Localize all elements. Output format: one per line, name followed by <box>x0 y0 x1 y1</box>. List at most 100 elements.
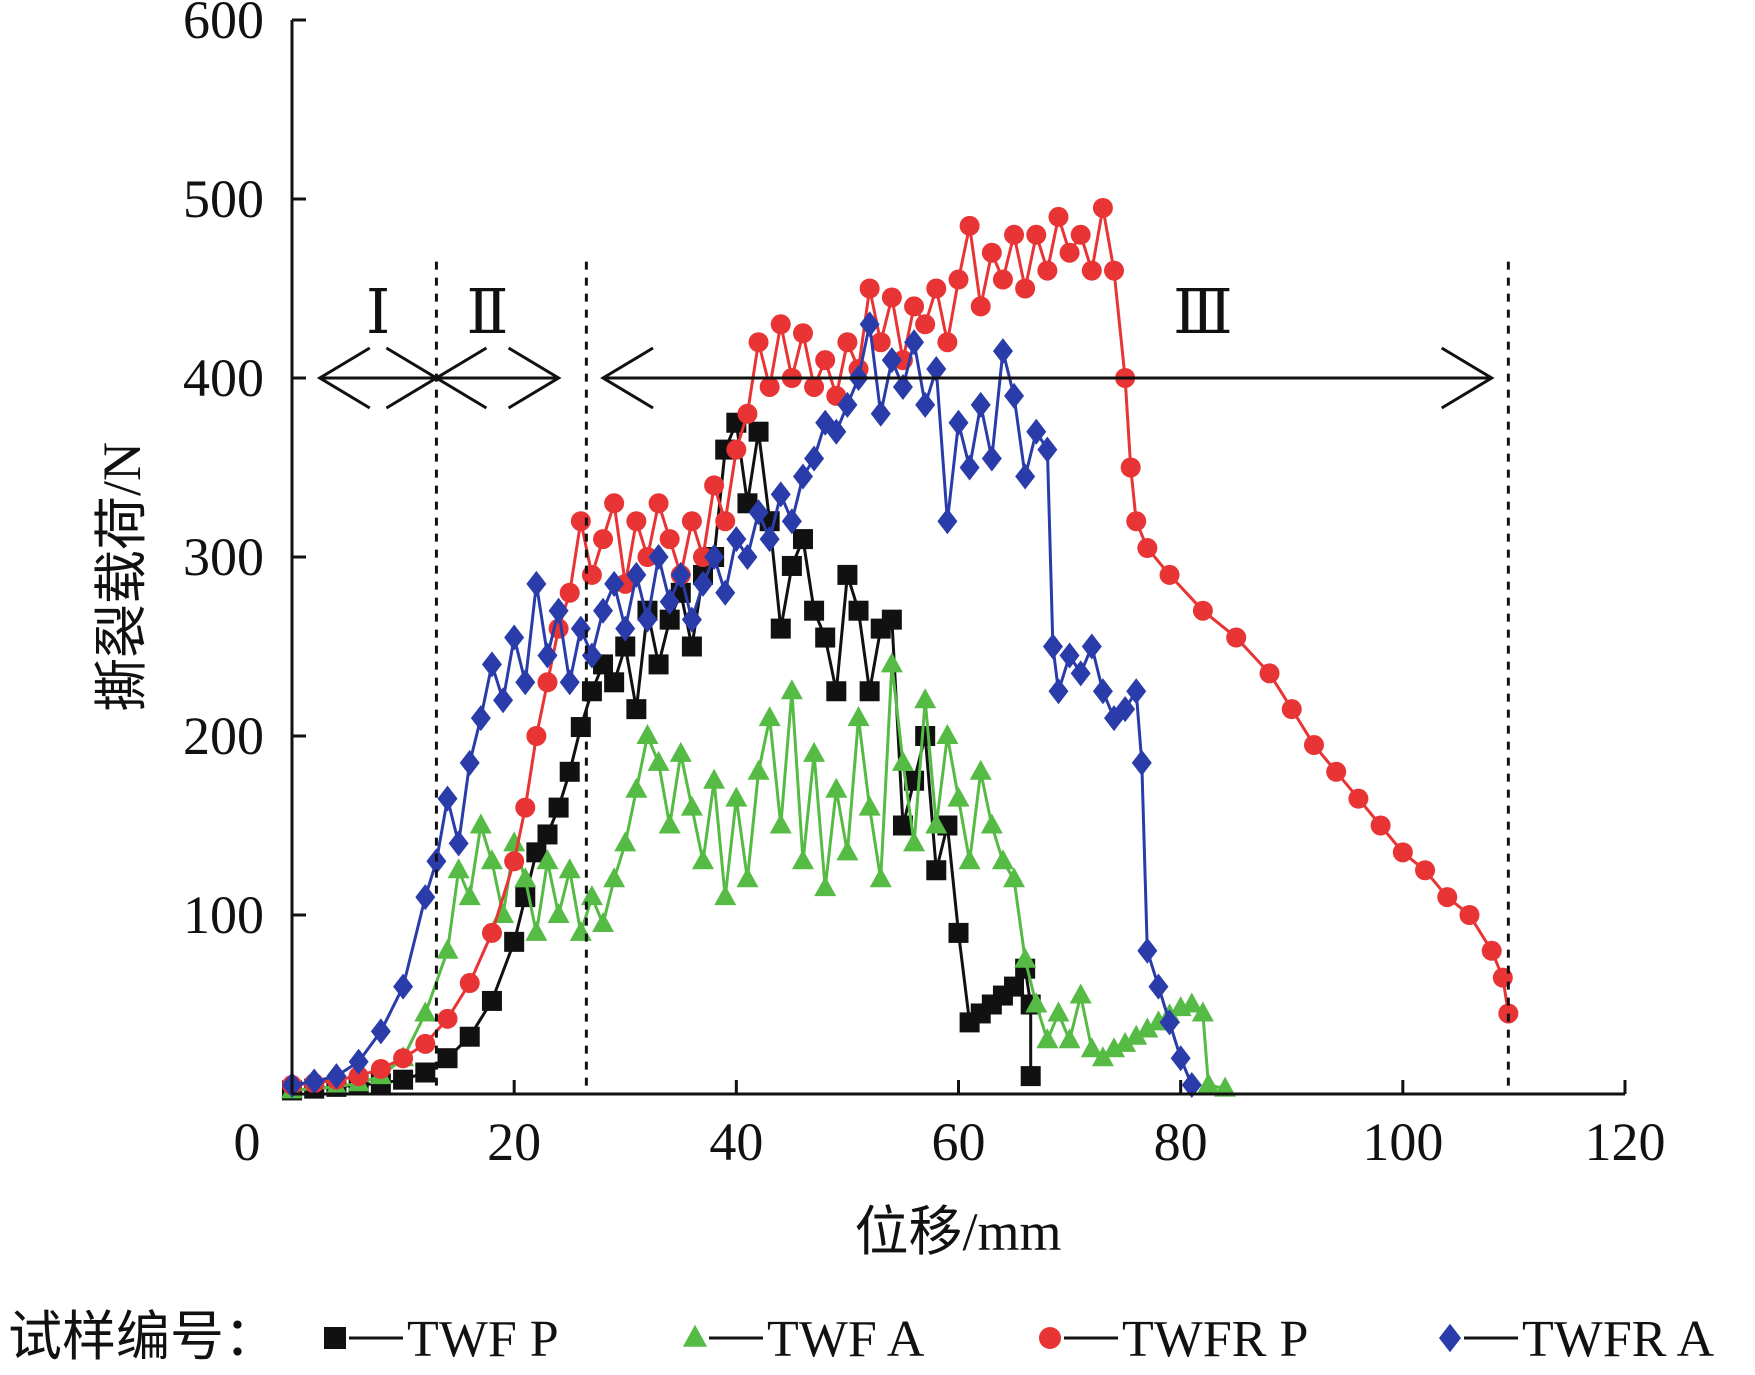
data-point <box>647 750 670 771</box>
data-point <box>447 858 470 879</box>
data-point <box>604 672 625 693</box>
data-point <box>470 705 491 732</box>
data-point <box>593 529 614 550</box>
legend-item-twfr-a: TWFR A <box>1439 1311 1715 1368</box>
legend-item-twf-p: TWF P <box>324 1311 559 1368</box>
data-point <box>792 529 813 550</box>
data-point <box>480 849 503 870</box>
data-point <box>1025 992 1048 1013</box>
data-point <box>1125 1024 1148 1045</box>
data-point <box>1259 663 1280 684</box>
data-point <box>1192 600 1213 621</box>
data-point <box>580 885 603 906</box>
data-point <box>937 508 958 535</box>
data-point <box>1091 1046 1114 1067</box>
data-point <box>592 911 615 932</box>
region-annotations: Ⅰ Ⅱ Ⅲ <box>316 261 1510 1094</box>
data-point <box>1015 463 1036 490</box>
data-point <box>504 624 525 651</box>
data-point <box>781 555 802 576</box>
data-point <box>515 797 536 818</box>
data-point <box>1081 633 1102 660</box>
data-point <box>803 741 826 762</box>
data-point <box>1042 633 1063 660</box>
data-point <box>759 376 780 397</box>
data-point <box>1159 564 1180 585</box>
data-point <box>569 920 592 941</box>
data-point <box>1020 1066 1041 1087</box>
data-point <box>558 858 581 879</box>
x-tick-label: 40 <box>709 1112 763 1172</box>
y-tick-label: 200 <box>183 706 264 766</box>
data-point <box>748 499 769 526</box>
data-point <box>936 724 959 744</box>
data-point <box>504 851 525 872</box>
data-point <box>1159 1009 1180 1036</box>
data-point <box>437 1048 458 1069</box>
data-point <box>914 688 937 709</box>
x-tick-label: 100 <box>1362 1112 1443 1172</box>
data-point <box>693 570 714 597</box>
data-point <box>837 332 858 353</box>
data-point <box>1303 734 1324 755</box>
data-point <box>725 786 748 807</box>
data-point <box>1048 678 1069 705</box>
data-point <box>393 1069 414 1090</box>
data-point <box>537 642 558 669</box>
y-tick-label: 100 <box>183 885 264 945</box>
data-point <box>414 1001 437 1022</box>
data-point <box>948 922 969 943</box>
data-point <box>769 813 792 834</box>
data-point <box>891 750 914 771</box>
data-point <box>1137 538 1158 559</box>
data-point <box>748 421 769 442</box>
data-point <box>726 526 747 553</box>
data-point <box>1081 260 1102 281</box>
data-point <box>370 1018 391 1045</box>
data-point <box>348 1048 369 1075</box>
data-point <box>925 813 948 834</box>
data-point <box>992 338 1013 365</box>
data-point <box>815 627 836 648</box>
data-point <box>1114 1031 1137 1052</box>
data-point <box>980 813 1003 834</box>
x-tick-label: 60 <box>932 1112 986 1172</box>
data-point <box>1137 937 1158 964</box>
data-point <box>370 1058 391 1079</box>
data-point <box>459 749 480 776</box>
y-tick-label: 600 <box>183 0 264 50</box>
data-point <box>604 493 625 514</box>
data-point <box>947 786 970 807</box>
data-point <box>992 269 1013 290</box>
data-point <box>870 400 891 427</box>
data-point <box>748 332 769 353</box>
data-point <box>1459 905 1480 925</box>
data-point <box>493 687 514 714</box>
data-point <box>759 526 780 553</box>
y-axis-title: 撕裂载荷/N <box>92 442 152 712</box>
data-point <box>858 795 881 816</box>
data-point <box>1136 1017 1159 1038</box>
series-twfr-a <box>282 311 1202 1099</box>
legend-label: TWFR A <box>1522 1311 1715 1368</box>
data-point <box>625 777 648 798</box>
region-label: Ⅱ <box>466 279 508 347</box>
data-point <box>481 990 502 1011</box>
data-point <box>915 314 936 335</box>
data-point <box>780 679 803 700</box>
data-point <box>525 920 548 941</box>
x-tick-label: 80 <box>1154 1112 1208 1172</box>
data-point <box>737 403 758 424</box>
data-point <box>1392 842 1413 863</box>
legend-marker-icon <box>324 1327 346 1349</box>
region-arrow-head-right <box>507 346 562 410</box>
data-point <box>548 797 569 818</box>
data-point <box>1148 973 1169 1000</box>
data-point <box>1004 224 1025 245</box>
data-point <box>459 973 480 994</box>
data-point <box>1348 788 1369 809</box>
data-point <box>593 597 614 624</box>
data-point <box>1120 457 1141 478</box>
data-point <box>1281 699 1302 720</box>
data-point <box>703 768 726 789</box>
